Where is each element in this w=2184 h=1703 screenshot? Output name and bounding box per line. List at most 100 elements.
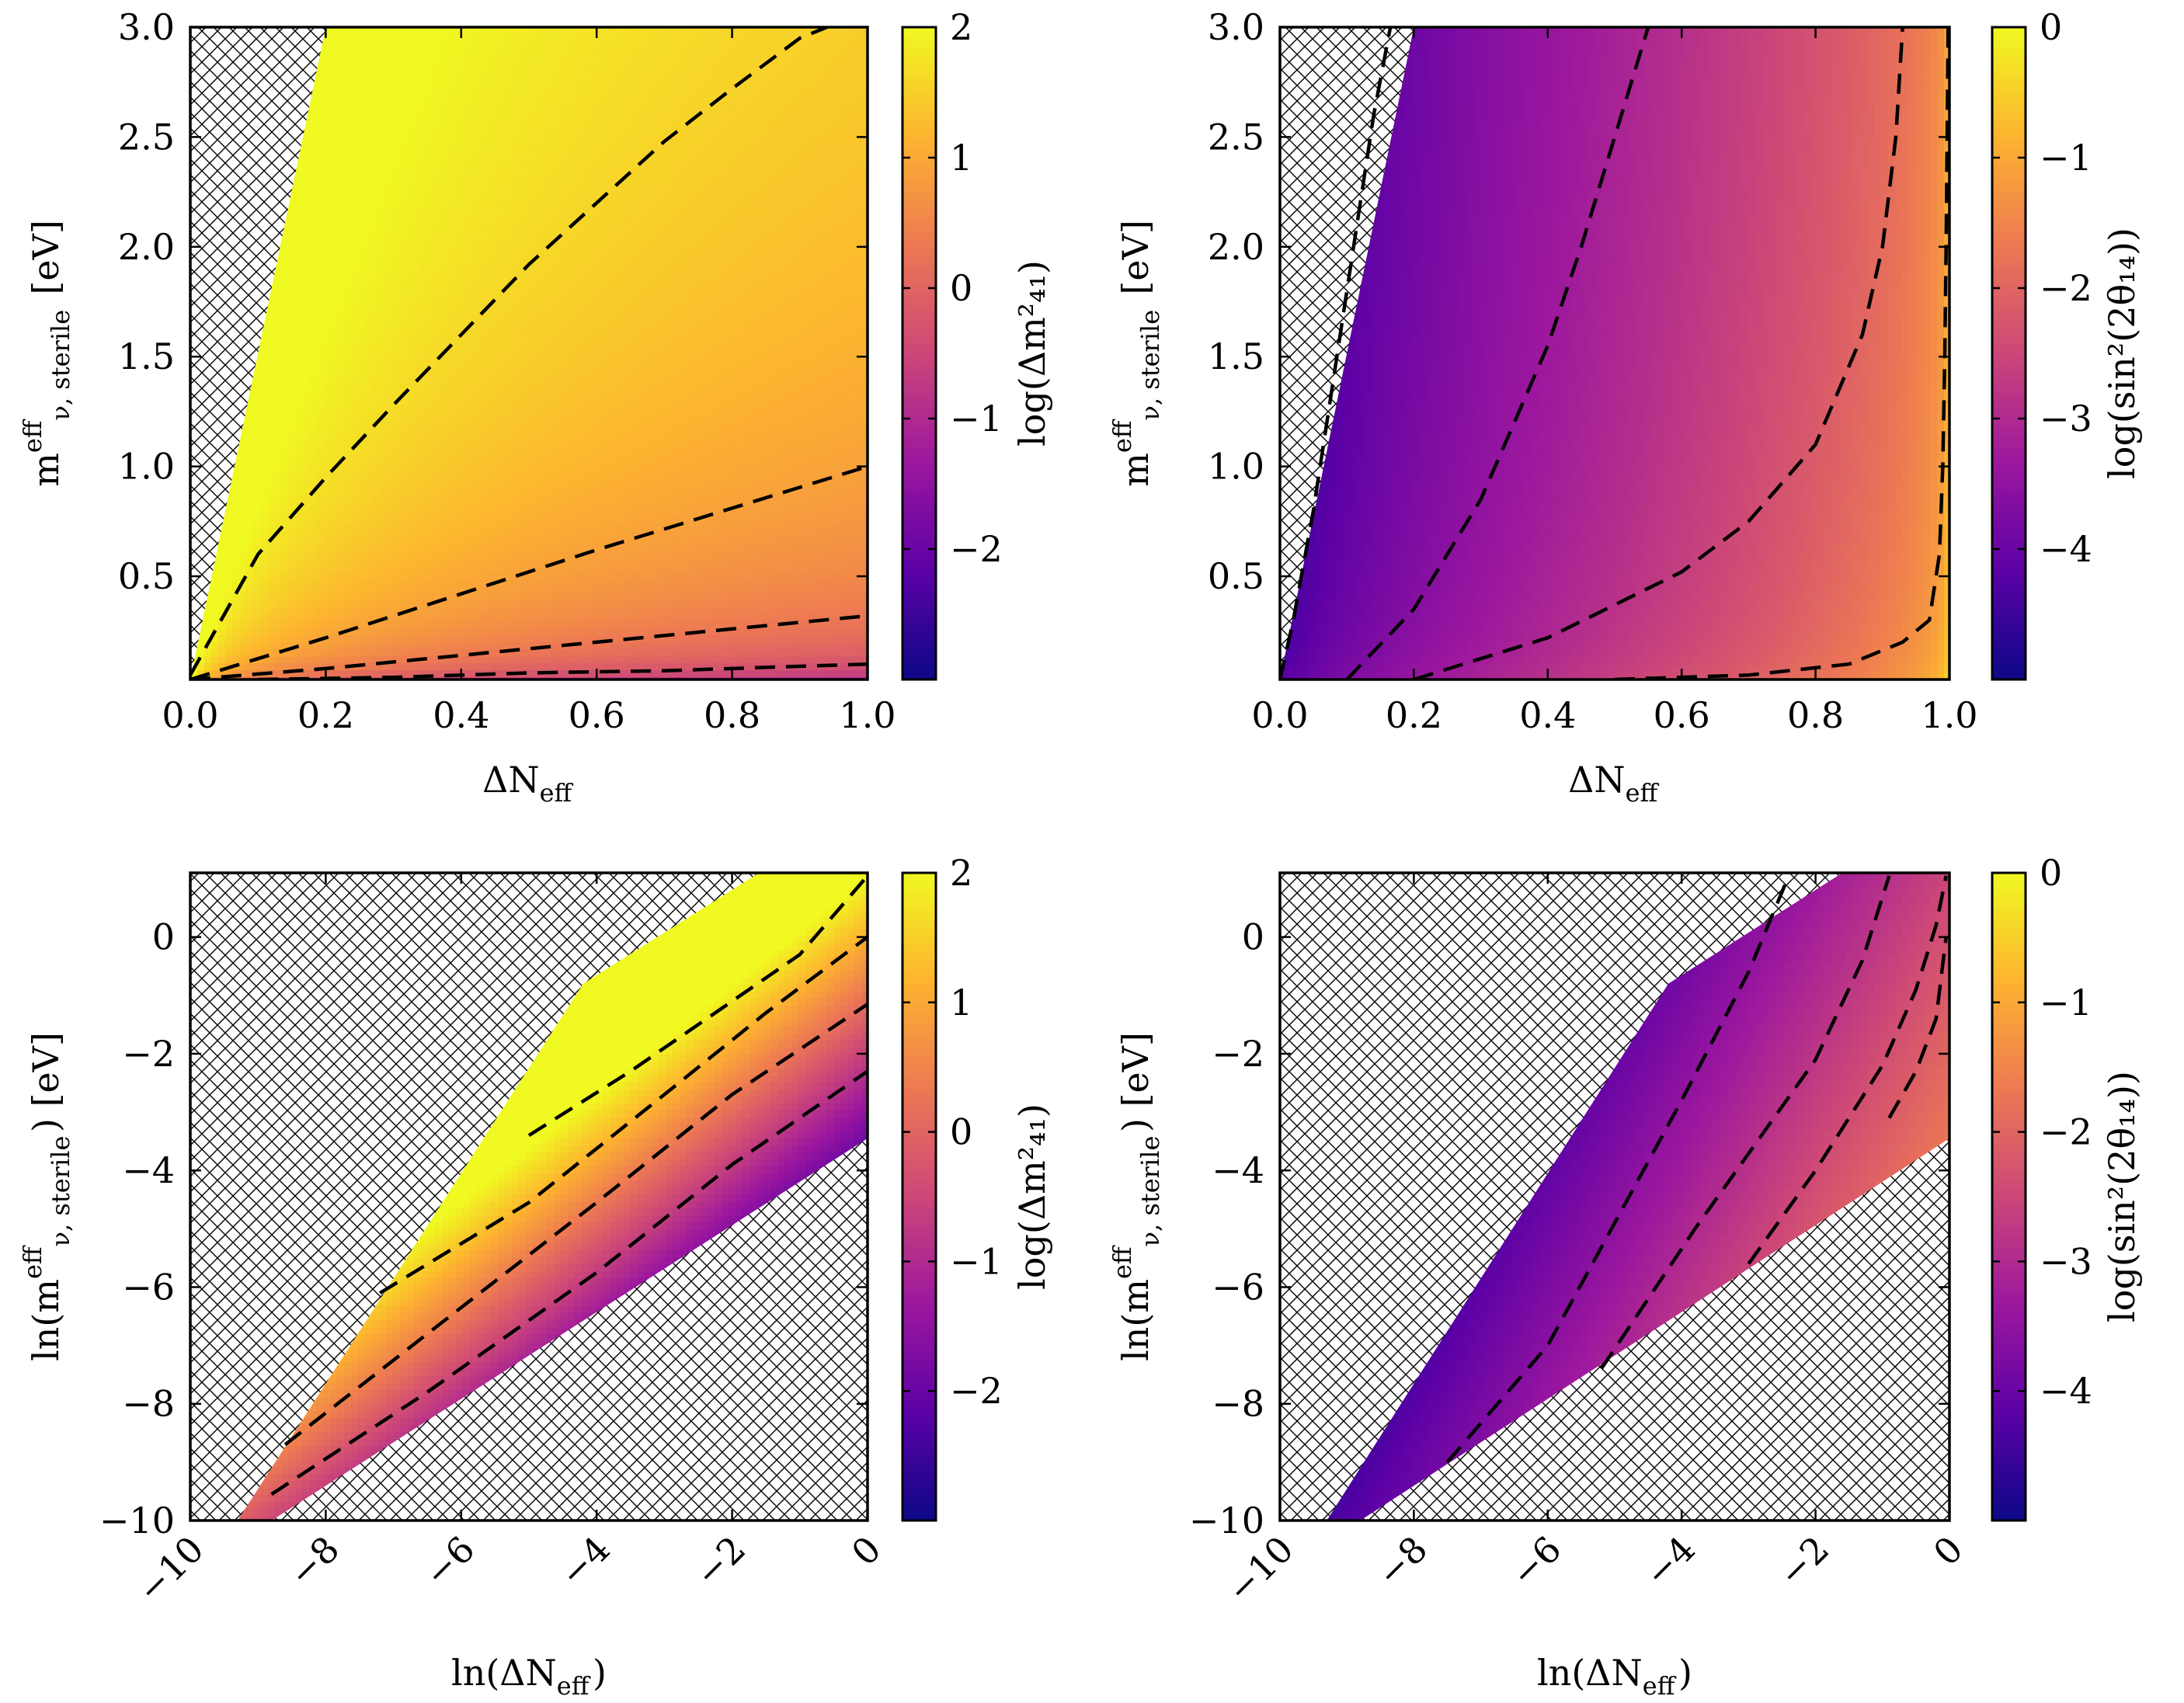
color-cell <box>512 572 520 580</box>
color-cell <box>302 181 310 189</box>
color-cell <box>505 481 513 489</box>
color-cell <box>351 160 359 168</box>
color-cell <box>407 293 415 301</box>
color-cell <box>498 111 506 119</box>
color-cell <box>442 440 450 447</box>
color-cell <box>547 244 555 252</box>
color-cell <box>351 440 359 447</box>
color-cell <box>281 649 289 657</box>
color-cell <box>533 607 541 615</box>
color-cell <box>554 321 562 328</box>
color-cell <box>386 419 394 426</box>
color-cell <box>379 600 387 608</box>
color-cell <box>267 398 275 405</box>
color-cell <box>393 167 401 175</box>
color-cell <box>428 181 436 189</box>
color-cell <box>393 405 401 412</box>
color-cell <box>526 111 534 119</box>
color-cell <box>365 481 373 489</box>
color-cell <box>463 55 471 63</box>
color-cell <box>533 412 541 419</box>
color-cell <box>379 377 387 384</box>
color-cell <box>547 530 555 538</box>
color-cell <box>260 502 268 510</box>
color-cell <box>379 398 387 405</box>
color-cell <box>323 370 331 377</box>
color-cell <box>484 454 492 461</box>
color-cell <box>379 663 387 671</box>
color-cell <box>477 551 485 559</box>
color-cell <box>281 614 289 622</box>
color-cell <box>400 286 408 294</box>
color-cell <box>547 586 555 594</box>
color-cell <box>295 391 303 398</box>
color-cell <box>253 642 261 650</box>
color-cell <box>505 223 513 231</box>
color-cell <box>519 663 527 671</box>
color-cell <box>547 621 555 629</box>
color-cell <box>463 642 471 650</box>
color-cell <box>540 293 548 301</box>
color-cell <box>386 132 394 140</box>
color-cell <box>267 642 275 650</box>
color-cell <box>456 467 464 475</box>
color-cell <box>302 398 310 405</box>
color-cell <box>407 502 415 510</box>
color-cell <box>554 370 562 377</box>
color-cell <box>442 342 450 349</box>
color-cell <box>295 440 303 447</box>
color-cell <box>456 286 464 294</box>
color-cell <box>372 530 380 538</box>
color-cell <box>463 523 471 531</box>
color-cell <box>344 600 352 608</box>
color-cell <box>246 516 254 524</box>
color-cell <box>358 216 366 224</box>
color-cell <box>358 293 366 301</box>
color-cell <box>505 377 513 384</box>
color-cell <box>358 356 366 363</box>
color-cell <box>498 467 506 475</box>
color-cell <box>239 440 247 447</box>
color-cell <box>421 488 429 496</box>
color-cell <box>379 426 387 433</box>
color-cell <box>414 398 422 405</box>
color-cell <box>421 223 429 231</box>
color-cell <box>330 223 338 231</box>
color-cell <box>204 621 212 629</box>
color-cell <box>344 593 352 601</box>
color-cell <box>421 342 429 349</box>
color-cell <box>260 600 268 608</box>
color-cell <box>442 97 450 105</box>
color-cell <box>414 363 422 370</box>
color-cell <box>386 167 394 175</box>
color-cell <box>421 237 429 245</box>
color-cell <box>386 363 394 370</box>
color-cell <box>309 104 317 112</box>
color-cell <box>330 656 338 664</box>
color-cell <box>407 62 415 70</box>
color-cell <box>449 516 457 524</box>
color-cell <box>456 307 464 315</box>
color-cell <box>421 600 429 608</box>
color-cell <box>372 146 380 154</box>
color-cell <box>365 572 373 580</box>
color-cell <box>365 433 373 440</box>
color-cell <box>344 467 352 475</box>
color-cell <box>302 440 310 447</box>
color-cell <box>491 405 499 412</box>
color-cell <box>463 551 471 559</box>
color-cell <box>372 502 380 510</box>
color-cell <box>379 27 387 35</box>
color-cell <box>281 300 289 308</box>
color-cell <box>414 454 422 461</box>
color-cell <box>365 516 373 524</box>
color-cell <box>379 265 387 273</box>
color-cell <box>533 321 541 328</box>
color-cell <box>442 27 450 35</box>
color-cell <box>274 272 282 280</box>
color-cell <box>316 216 324 224</box>
color-cell <box>288 447 296 454</box>
color-cell <box>344 551 352 559</box>
color-cell <box>274 649 282 657</box>
color-cell <box>442 237 450 245</box>
